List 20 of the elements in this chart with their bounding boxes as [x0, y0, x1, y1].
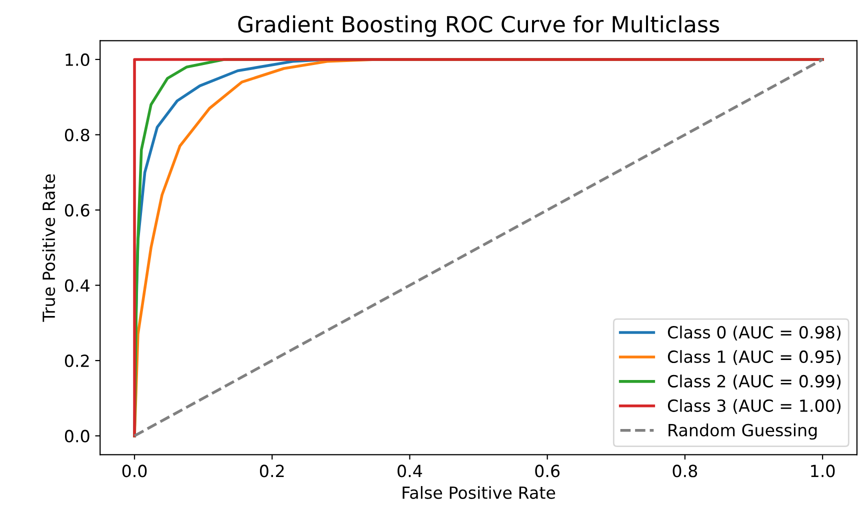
- y-axis-title: True Positive Rate: [42, 174, 56, 322]
- x-tick-label: 1.0: [811, 464, 835, 478]
- y-tick-label: 0.6: [64, 204, 90, 217]
- chart-title: Gradient Boosting ROC Curve for Multiclass: [238, 15, 720, 37]
- x-axis-title: False Positive Rate: [402, 486, 556, 499]
- legend-label: Class 2 (AUC = 0.99): [668, 374, 841, 390]
- y-tick-label: 0.8: [64, 128, 90, 142]
- y-tick-label: 0.0: [64, 430, 90, 442]
- legend-label: Random Guessing: [668, 424, 817, 440]
- y-tick-label: 0.4: [64, 279, 90, 292]
- x-tick-label: 0.4: [398, 464, 422, 478]
- legend-label: Class 0 (AUC = 0.98): [668, 326, 841, 341]
- legend-label: Class 1 (AUC = 0.95): [668, 350, 841, 365]
- y-tick-label: 0.2: [64, 354, 89, 368]
- x-tick-label: 0.0: [122, 464, 147, 478]
- x-tick-label: 0.8: [672, 464, 698, 478]
- x-tick-label: 0.6: [535, 464, 560, 478]
- legend-label: Class 3 (AUC = 1.00): [668, 399, 841, 414]
- x-tick-label: 0.2: [260, 464, 284, 478]
- y-tick-label: 1.0: [66, 53, 90, 66]
